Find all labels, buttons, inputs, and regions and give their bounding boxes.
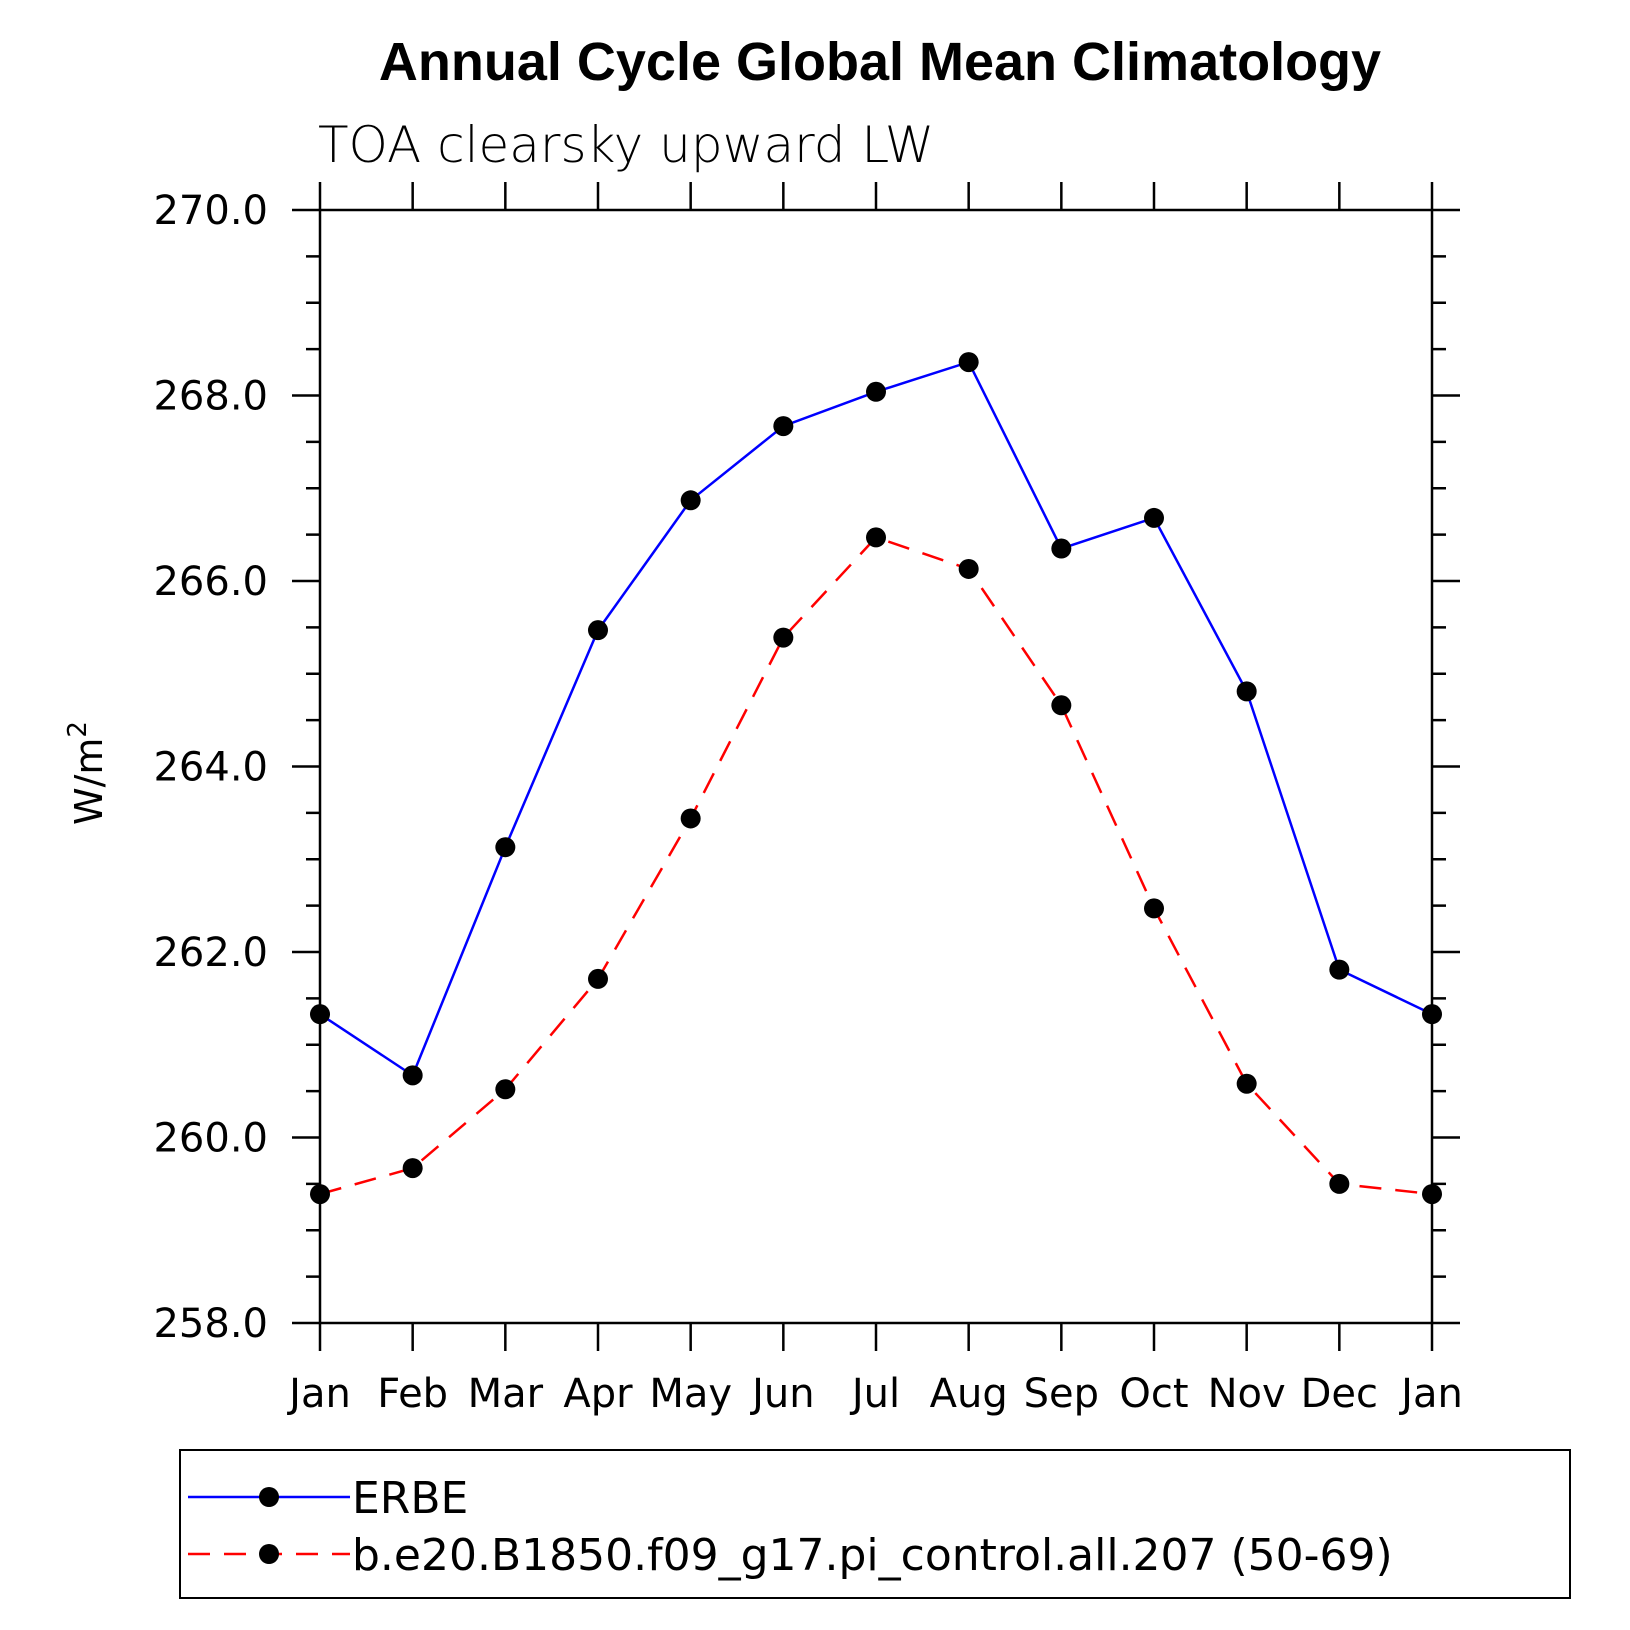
y-tick-label: 262.0 [153,930,268,976]
x-tick-label: Mar [468,1371,544,1417]
series-2-point [1144,898,1164,919]
series-1-point [588,620,608,641]
series-1-point [958,352,979,373]
chart-subtitle: TOA clearsky upward LW [318,116,934,174]
x-tick-label: Dec [1301,1371,1378,1417]
legend: ERBE b.e20.B1850.f09_g17.pi_control.all.2… [179,1449,1571,1599]
x-tick-labels: Jan Feb Mar Apr May Jun Jul Aug Sep Oct Nov Dec Jan [286,1371,1463,1417]
series-group [310,352,1442,1205]
series-1-point [1329,959,1350,980]
x-tick-label: May [649,1371,732,1417]
series-2-point [773,627,794,648]
x-tick-label: Sep [1024,1371,1099,1417]
x-tick-label: Oct [1119,1371,1188,1417]
series-2-point [958,558,979,579]
series-2-point [402,1158,423,1179]
y-tick-labels: 258.0 260.0 262.0 264.0 266.0 268.0 270.0 [153,188,268,1347]
legend-marker-2 [259,1544,279,1564]
series-1-point [402,1065,423,1086]
series-2-point [680,808,701,829]
legend-marker-1 [259,1487,279,1507]
legend-box [179,1449,1571,1599]
y-tick-label: 266.0 [153,559,268,605]
x-tick-label: Jan [286,1371,351,1417]
series-line-1 [319,360,1433,1078]
series-2-point [1236,1073,1257,1094]
x-tick-label: Nov [1208,1371,1286,1417]
series-1-point [680,490,701,511]
x-tick-label: Jan [1398,1371,1463,1417]
plot-frame [318,208,1434,1325]
chart-title: Annual Cycle Global Mean Climatology [379,32,1381,92]
series-2-point [1329,1173,1350,1194]
x-tick-label: Feb [377,1371,448,1417]
series-2-point [1051,695,1072,716]
x-tick-label: Aug [930,1371,1008,1417]
x-tick-label: Apr [563,1371,633,1417]
y-tick-label: 270.0 [153,188,268,234]
series-1-point [773,416,794,437]
y-tick-label: 260.0 [153,1116,268,1162]
legend-label-2: b.e20.B1850.f09_g17.pi_control.all.207 (… [352,1530,1393,1581]
y-tick-label: 268.0 [153,374,268,420]
series-2-point [495,1079,516,1100]
series-1-point [495,837,516,858]
x-tick-label: Jun [749,1371,815,1417]
series-1-point [866,381,886,402]
y-tick-label: 264.0 [153,745,268,791]
series-2-point [588,968,608,989]
axis-ticks [292,182,1460,1351]
series-1-point [1236,681,1257,702]
x-tick-label: Jul [849,1371,900,1417]
y-axis-label: W/m2 [63,721,111,825]
y-tick-label: 258.0 [153,1301,268,1347]
legend-label-1: ERBE [352,1473,468,1524]
series-line-2 [319,535,1433,1196]
series-2-point [866,527,886,548]
series-1-point [1144,507,1164,528]
series-1-point [1051,538,1072,559]
